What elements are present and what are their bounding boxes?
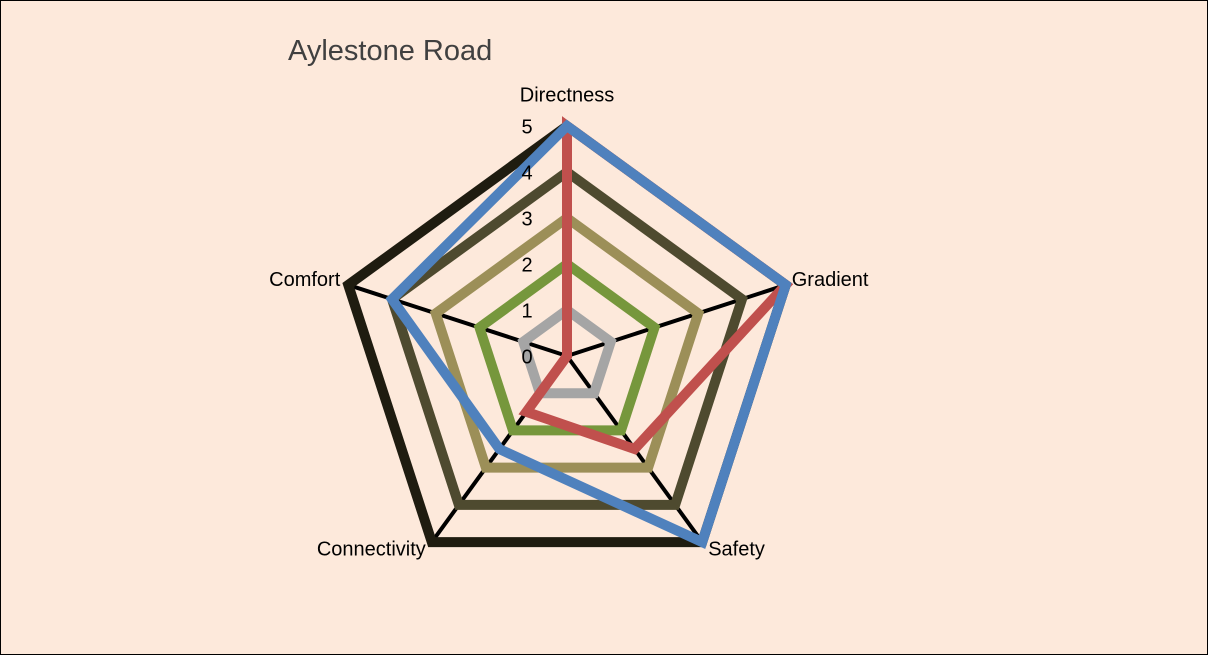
tick-label: 2 — [521, 254, 532, 276]
series-line — [429, 211, 705, 473]
tick-label: 5 — [521, 116, 532, 138]
axis-line — [347, 283, 568, 358]
series-line — [386, 165, 748, 510]
chart-title: Aylestone Road — [288, 35, 492, 67]
category-label: Comfort — [269, 269, 341, 291]
tick-label: 3 — [521, 208, 532, 230]
series-line — [517, 303, 617, 399]
axis-line — [566, 283, 787, 358]
tick-label: 0 — [521, 346, 532, 368]
category-label: Directness — [520, 84, 614, 106]
category-label: Gradient — [792, 269, 869, 291]
tick-label: 4 — [521, 162, 532, 184]
tick-label: 1 — [521, 300, 532, 322]
series-line — [385, 119, 792, 549]
category-label: Safety — [708, 538, 765, 560]
category-label: Connectivity — [317, 538, 426, 560]
